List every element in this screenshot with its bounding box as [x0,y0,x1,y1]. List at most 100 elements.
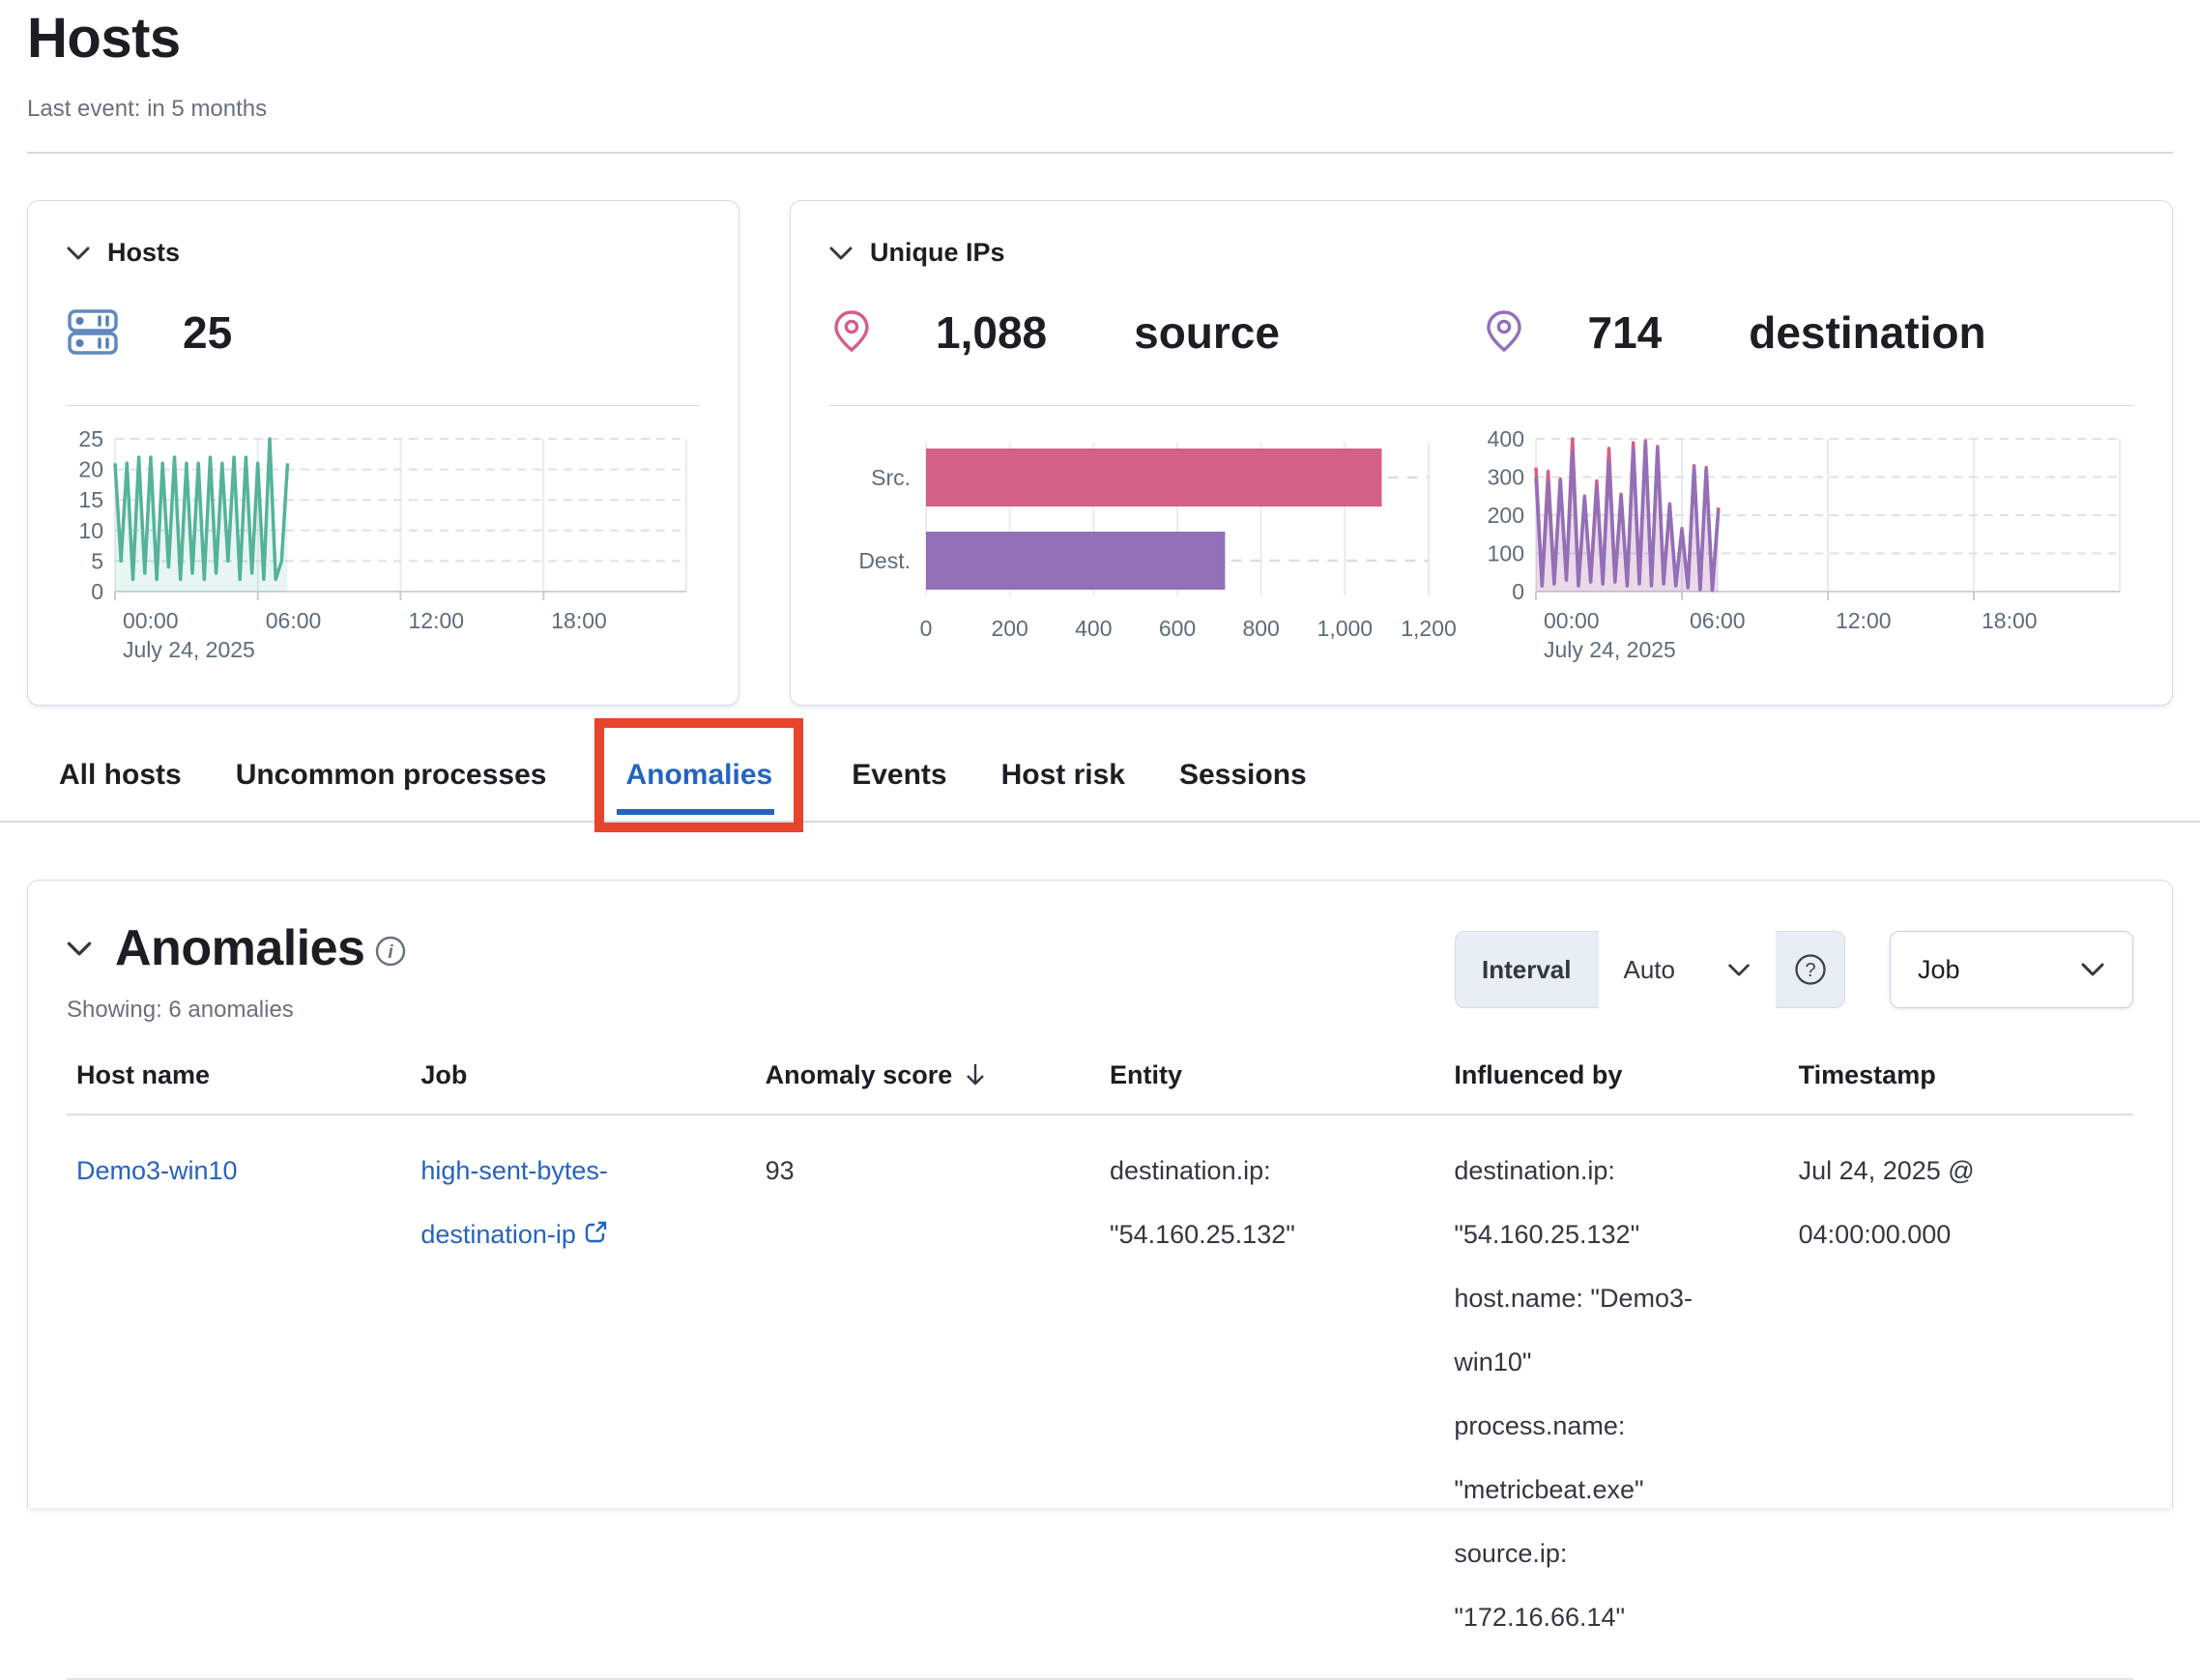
interval-control: Interval Auto ? [1455,931,1845,1008]
svg-text:July 24, 2025: July 24, 2025 [123,637,255,662]
tab-uncommon-processes[interactable]: Uncommon processes [235,759,547,791]
entity-value: destination.ip: "54.160.25.132" [1099,1115,1445,1680]
hosts-panel: Hosts 25 00:00 July 24, 2025 06:00 12:00 18:… [27,200,739,706]
source-ip-count: 1,088 [936,307,1048,358]
host-name-link[interactable]: Demo3-win10 [76,1156,238,1185]
timestamp-value: Jul 24, 2025 @ 04:00:00.000 [1788,1115,2133,1680]
destination-ip-stat: 714 destination [1482,306,2134,359]
svg-text:0: 0 [91,579,103,604]
tab-anomalies[interactable]: Anomalies [617,759,774,815]
svg-text:?: ? [1805,960,1815,981]
svg-text:0: 0 [1512,579,1524,604]
svg-text:300: 300 [1488,465,1524,490]
svg-text:20: 20 [78,457,103,482]
svg-text:00:00: 00:00 [1544,608,1600,633]
unique-ips-line-chart: 00:00 July 24, 2025 06:00 12:00 18:00 0 100 200… [1488,429,2121,662]
chevron-down-icon [1728,963,1750,976]
hosts-stat: 25 [67,303,700,362]
svg-text:600: 600 [1159,616,1196,641]
anomalies-showing-count: Showing: 6 anomalies [67,997,294,1023]
column-header-anomaly-score[interactable]: Anomaly score [755,1060,1100,1115]
anomalies-header-left: Anomalies i Showing: 6 anomalies [67,919,407,1024]
info-icon[interactable]: i [374,935,407,968]
header-divider [27,152,2173,154]
column-header-host-name[interactable]: Host name [67,1060,412,1115]
column-header-entity[interactable]: Entity [1099,1060,1445,1115]
unique-ips-bar-chart: 0 200 400 600 800 1,000 1,200 Src. Dest. [858,443,1457,641]
svg-text:July 24, 2025: July 24, 2025 [1544,637,1676,662]
destination-ip-count: 714 [1587,307,1663,358]
external-link-icon [586,1221,607,1243]
anomalies-controls: Interval Auto ? Job [1455,931,2133,1008]
svg-text:12:00: 12:00 [1836,608,1892,633]
influencer-entry: process.name: "metricbeat.exe" [1454,1411,1644,1504]
interval-value: Auto [1623,954,1676,984]
anomalies-panel: Anomalies i Showing: 6 anomalies Interva… [27,880,2173,1680]
svg-text:5: 5 [91,548,103,573]
chevron-down-icon [829,246,853,259]
hosts-count: 25 [183,307,233,358]
unique-ips-panel-toggle[interactable]: Unique IPs [829,238,2133,268]
hosts-tab-bar: All hosts Uncommon processes Anomalies E… [0,718,2200,832]
svg-text:Dest.: Dest. [858,548,911,573]
hosts-area-chart: 00:00 July 24, 2025 06:00 12:00 18:00 0 5 10 15 2… [78,426,687,662]
chevron-down-icon[interactable] [67,941,92,957]
svg-text:10: 10 [78,518,103,543]
influenced-by-list: destination.ip: "54.160.25.132" host.nam… [1444,1115,1789,1680]
svg-text:200: 200 [991,616,1028,641]
tab-all-hosts[interactable]: All hosts [59,759,182,791]
chevron-down-icon [67,246,90,259]
last-event-text: Last event: in 5 months [27,96,268,122]
map-pin-icon [1486,310,1521,353]
svg-text:00:00: 00:00 [123,608,179,633]
svg-text:200: 200 [1488,503,1524,528]
svg-text:18:00: 18:00 [1982,608,2038,633]
influencer-entry: destination.ip: "54.160.25.132" [1454,1156,1640,1249]
svg-text:15: 15 [78,487,103,512]
svg-text:1,000: 1,000 [1317,616,1374,641]
tab-sessions[interactable]: Sessions [1178,759,1307,791]
destination-ip-label: destination [1749,307,1986,358]
source-ip-label: source [1134,307,1280,358]
interval-label: Interval [1482,954,1572,984]
tab-events[interactable]: Events [852,759,947,791]
svg-text:800: 800 [1242,616,1279,641]
svg-text:0: 0 [920,616,933,641]
source-ip-stat: 1,088 source [829,306,1482,359]
svg-text:100: 100 [1488,541,1524,566]
svg-text:400: 400 [1075,616,1112,641]
panel-divider [67,405,700,406]
svg-text:Src.: Src. [871,465,911,490]
job-select-label: Job [1918,954,1960,984]
anomalies-table: Host name Job Anomaly score Entity Influ… [67,1060,2133,1680]
anomaly-score-value: 93 [755,1115,1100,1680]
panel-divider [829,405,2133,406]
hosts-page: Hosts Last event: in 5 months Hosts [0,6,2200,1680]
hosts-panel-toggle[interactable]: Hosts [67,238,700,268]
svg-text:400: 400 [1488,429,1524,451]
sort-desc-arrow-icon [967,1064,985,1086]
unique-ips-stats: 1,088 source 714 destination [829,303,2133,362]
influencer-entry: source.ip: "172.16.66.14" [1454,1539,1626,1632]
svg-text:12:00: 12:00 [409,608,465,633]
interval-help-button[interactable]: ? [1776,931,1845,1008]
question-in-circle-icon: ? [1795,954,1826,985]
svg-text:25: 25 [78,429,103,451]
job-link[interactable]: high-sent-bytes-destination-ip [420,1156,608,1249]
annotation-highlight-box: Anomalies [594,718,804,832]
table-header-row: Host name Job Anomaly score Entity Influ… [67,1060,2133,1115]
unique-ips-panel-title: Unique IPs [870,238,1005,267]
svg-text:i: i [389,942,394,963]
job-select[interactable]: Job [1890,931,2133,1008]
unique-ips-panel: Unique IPs 1,088 source 714 [790,200,2173,706]
hosts-panel-title: Hosts [107,238,181,267]
interval-select[interactable]: Auto [1598,931,1776,1008]
map-pin-icon [834,310,869,353]
tab-host-risk[interactable]: Host risk [1000,759,1125,791]
column-header-job[interactable]: Job [411,1060,756,1115]
column-header-timestamp[interactable]: Timestamp [1788,1060,2133,1115]
kpi-panels-row: Hosts 25 00:00 July 24, 2025 06:00 12:00 18:… [27,200,2173,706]
column-header-influenced-by[interactable]: Influenced by [1444,1060,1789,1115]
influencer-entry: host.name: "Demo3-win10" [1454,1284,1693,1376]
page-header: Hosts Last event: in 5 months [27,6,2173,123]
